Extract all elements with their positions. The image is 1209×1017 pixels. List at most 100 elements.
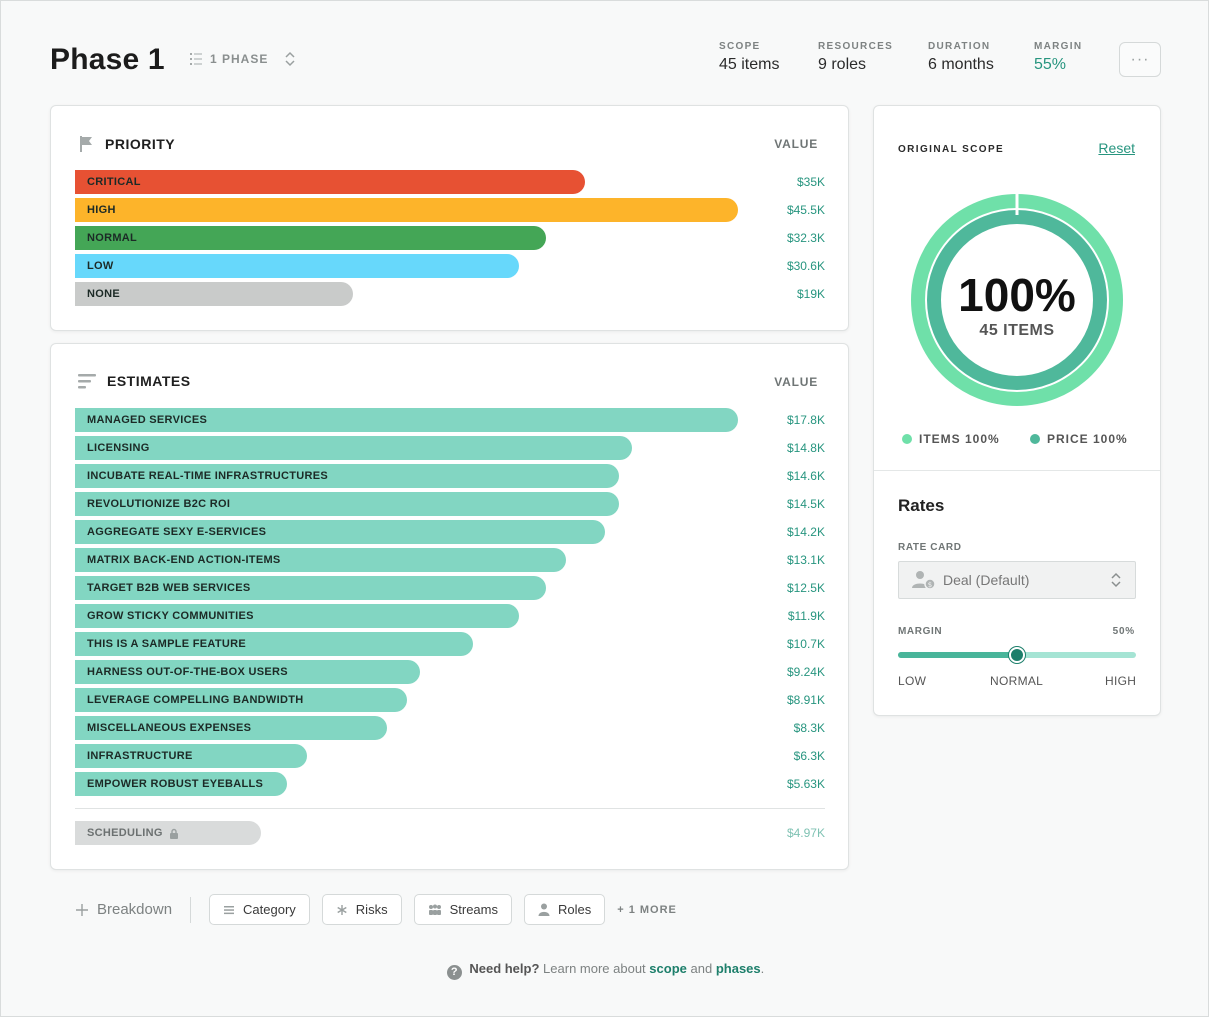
rate-card-select[interactable]: $ Deal (Default) <box>898 561 1136 599</box>
phase-selector[interactable]: 1 PHASE <box>189 51 297 67</box>
stat-duration: DURATION 6 months <box>928 41 994 74</box>
estimate-bar: INCUBATE REAL-TIME INFRASTRUCTURES <box>75 464 619 488</box>
legend-price-label: PRICE 100% <box>1047 432 1128 446</box>
estimate-value: $17.8K <box>786 413 825 427</box>
estimate-row[interactable]: REVOLUTIONIZE B2C ROI $14.5K <box>75 492 825 516</box>
estimate-label: LICENSING <box>87 442 150 454</box>
chip-risks[interactable]: Risks <box>321 894 402 925</box>
estimate-bar: TARGET B2B WEB SERVICES <box>75 576 546 600</box>
priority-bar: LOW <box>75 254 519 278</box>
help-footer: ? Need help? Learn more about scope and … <box>1 961 1209 980</box>
priority-label: NORMAL <box>87 232 138 244</box>
margin-value: 50% <box>1112 626 1135 637</box>
estimate-label: GROW STICKY COMMUNITIES <box>87 610 254 622</box>
list-icon <box>190 53 202 65</box>
chip-label: Risks <box>355 902 388 917</box>
streams-icon <box>428 904 441 915</box>
person-dollar-icon: $ <box>912 571 936 590</box>
phases-link[interactable]: phases <box>715 961 761 976</box>
estimate-label: HARNESS OUT-OF-THE-BOX USERS <box>87 666 288 678</box>
estimate-row[interactable]: MATRIX BACK-END ACTION-ITEMS $13.1K <box>75 548 825 572</box>
list-icon <box>224 905 235 914</box>
estimate-row[interactable]: AGGREGATE SEXY E-SERVICES $14.2K <box>75 520 825 544</box>
estimate-bar: MATRIX BACK-END ACTION-ITEMS <box>75 548 566 572</box>
estimate-label: AGGREGATE SEXY E-SERVICES <box>87 526 267 538</box>
original-scope-title: ORIGINAL SCOPE <box>898 144 1005 155</box>
estimate-row[interactable]: INCUBATE REAL-TIME INFRASTRUCTURES $14.6K <box>75 464 825 488</box>
stat-value: 6 months <box>928 56 994 73</box>
priority-value: $45.5K <box>786 203 825 217</box>
page-title: Phase 1 <box>50 43 165 76</box>
estimates-divider <box>75 808 825 809</box>
scope-donut-chart <box>911 193 1123 406</box>
priority-bar: CRITICAL <box>75 170 585 194</box>
sort-lines-icon <box>78 374 96 389</box>
scheduling-row[interactable]: SCHEDULING $4.97K <box>75 821 825 845</box>
reset-link[interactable]: Reset <box>1098 140 1135 156</box>
stat-label: MARGIN <box>1034 41 1083 52</box>
priority-row[interactable]: NORMAL $32.3K <box>75 226 825 250</box>
scope-link[interactable]: scope <box>649 961 687 976</box>
margin-slider-thumb[interactable] <box>1009 647 1025 663</box>
estimate-value: $6.3K <box>793 749 825 763</box>
scope-items-count: 45 ITEMS <box>979 322 1055 339</box>
legend-items: ITEMS 100% <box>902 432 1000 446</box>
priority-value: $32.3K <box>786 231 825 245</box>
chip-roles[interactable]: Roles <box>523 894 606 925</box>
estimate-row[interactable]: HARNESS OUT-OF-THE-BOX USERS $9.24K <box>75 660 825 684</box>
estimate-label: TARGET B2B WEB SERVICES <box>87 582 251 594</box>
header: Phase 1 1 PHASE SCOPE 45 items RESOURCES… <box>1 1 1209 101</box>
scheduling-label: SCHEDULING <box>87 827 163 839</box>
estimate-value: $8.3K <box>793 721 825 735</box>
estimate-label: MANAGED SERVICES <box>87 414 208 426</box>
estimate-value: $14.8K <box>786 441 825 455</box>
priority-label: HIGH <box>87 204 116 216</box>
priority-label: CRITICAL <box>87 176 141 188</box>
rate-card-label: RATE CARD <box>898 542 962 553</box>
priority-label: LOW <box>87 260 114 272</box>
phase-selector-label: 1 PHASE <box>210 52 269 66</box>
priority-row[interactable]: CRITICAL $35K <box>75 170 825 194</box>
help-text: Learn more about <box>543 961 646 976</box>
estimate-row[interactable]: THIS IS A SAMPLE FEATURE $10.7K <box>75 632 825 656</box>
estimate-row[interactable]: MANAGED SERVICES $17.8K <box>75 408 825 432</box>
estimate-row[interactable]: INFRASTRUCTURE $6.3K <box>75 744 825 768</box>
breakdown-button[interactable]: Breakdown <box>75 901 172 918</box>
priority-row[interactable]: HIGH $45.5K <box>75 198 825 222</box>
legend-dot-price <box>1030 434 1040 444</box>
priority-row[interactable]: LOW $30.6K <box>75 254 825 278</box>
more-options-button[interactable]: ··· <box>1119 42 1161 77</box>
estimate-bar: AGGREGATE SEXY E-SERVICES <box>75 520 605 544</box>
stat-label: RESOURCES <box>818 41 894 52</box>
estimate-row[interactable]: LEVERAGE COMPELLING BANDWIDTH $8.91K <box>75 688 825 712</box>
help-prefix: Need help? <box>469 961 540 976</box>
margin-slider[interactable] <box>898 647 1136 663</box>
more-breakdowns-link[interactable]: + 1 MORE <box>617 903 677 916</box>
breakdown-toolbar: Breakdown Category Risks Streams Roles +… <box>75 894 677 925</box>
estimate-label: EMPOWER ROBUST EYEBALLS <box>87 778 264 790</box>
estimate-bar: GROW STICKY COMMUNITIES <box>75 604 519 628</box>
priority-value: $30.6K <box>786 259 825 273</box>
estimate-row[interactable]: EMPOWER ROBUST EYEBALLS $5.63K <box>75 772 825 796</box>
estimate-row[interactable]: MISCELLANEOUS EXPENSES $8.3K <box>75 716 825 740</box>
legend-dot-items <box>902 434 912 444</box>
stat-margin: MARGIN 55% <box>1034 41 1082 74</box>
estimate-row[interactable]: LICENSING $14.8K <box>75 436 825 460</box>
priority-row[interactable]: NONE $19K <box>75 282 825 306</box>
lock-icon <box>169 828 178 839</box>
estimate-bar: LEVERAGE COMPELLING BANDWIDTH <box>75 688 407 712</box>
margin-slider-fill <box>898 652 1017 658</box>
chip-label: Streams <box>449 902 498 917</box>
person-icon <box>538 903 550 916</box>
stat-label: SCOPE <box>719 41 761 52</box>
section-divider <box>874 470 1160 471</box>
value-column-header: VALUE <box>774 375 818 389</box>
scheduling-value: $4.97K <box>786 826 825 840</box>
chip-streams[interactable]: Streams <box>413 894 512 925</box>
priority-value: $35K <box>796 175 825 189</box>
estimate-row[interactable]: GROW STICKY COMMUNITIES $11.9K <box>75 604 825 628</box>
help-and: and <box>690 961 713 976</box>
chip-category[interactable]: Category <box>209 894 310 925</box>
estimate-value: $8.91K <box>786 693 825 707</box>
estimate-row[interactable]: TARGET B2B WEB SERVICES $12.5K <box>75 576 825 600</box>
